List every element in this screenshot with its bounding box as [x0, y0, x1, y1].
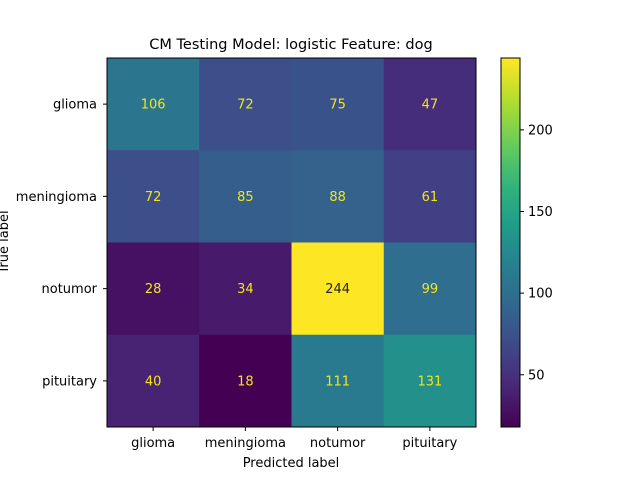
cell-value-label: 85 [237, 190, 254, 205]
colorbar-tick-label: 200 [528, 123, 553, 138]
cell-value-label: 40 [145, 374, 162, 389]
cell-value-label: 106 [141, 98, 166, 113]
x-axis-ticks: glioma meningioma notumor pituitary [131, 427, 458, 451]
heatmap-cell [107, 150, 200, 243]
y-tick-label: pituitary [42, 374, 97, 389]
cell-value-label: 72 [237, 98, 254, 113]
colorbar-ticks: 50 100 150 200 [520, 123, 553, 383]
x-tick-label: notumor [310, 436, 366, 451]
colorbar-frame [500, 57, 521, 428]
x-axis-label: Predicted label [243, 456, 340, 471]
heatmap-cell [199, 334, 292, 428]
heatmap-cells: 106 72 75 47 72 85 88 61 28 34 244 99 40 18 111 131 [107, 58, 477, 428]
x-tick-label: glioma [131, 436, 175, 451]
x-tick-label: pituitary [402, 436, 457, 451]
heatmap-cell [383, 150, 477, 243]
plot-frame [106, 57, 477, 428]
y-axis-label: True label [0, 210, 12, 274]
y-tick-label: glioma [53, 98, 97, 113]
cell-value-label: 131 [417, 374, 442, 389]
heatmap-cell [383, 242, 477, 336]
heatmap-cell [107, 242, 200, 336]
x-tick-label: meningioma [205, 436, 286, 451]
heatmap-cell [107, 58, 200, 151]
heatmap-cell [383, 58, 477, 151]
cell-value-label: 47 [422, 98, 439, 113]
cell-value-label: 88 [329, 190, 346, 205]
y-tick-label: meningioma [16, 190, 97, 205]
cell-value-label: 75 [329, 98, 346, 113]
colorbar-tick-label: 100 [528, 287, 553, 302]
cell-value-label: 61 [422, 190, 439, 205]
cell-value-label: 28 [145, 282, 162, 297]
heatmap-cell [199, 242, 292, 336]
colorbar-tick-label: 50 [528, 368, 545, 383]
heatmap-cell [383, 334, 477, 428]
heatmap-cell [107, 334, 200, 428]
cell-value-label: 111 [325, 374, 350, 389]
cell-value-label: 34 [237, 282, 254, 297]
y-tick-label: notumor [42, 282, 98, 297]
cell-value-label: 72 [145, 190, 162, 205]
heatmap-cell [291, 58, 385, 151]
heatmap-cell [199, 58, 292, 151]
heatmap-cell [199, 150, 292, 243]
y-axis-ticks: glioma meningioma notumor pituitary [16, 98, 107, 389]
heatmap-cell [291, 334, 385, 428]
heatmap-cell [291, 242, 385, 336]
heatmap-cell [291, 150, 385, 243]
cell-value-label: 18 [237, 374, 254, 389]
cell-value-label: 99 [422, 282, 439, 297]
cell-value-label: 244 [325, 282, 350, 297]
chart-title: CM Testing Model: logistic Feature: dog [149, 37, 432, 53]
colorbar-tick-label: 150 [528, 205, 553, 220]
colorbar [501, 58, 520, 427]
